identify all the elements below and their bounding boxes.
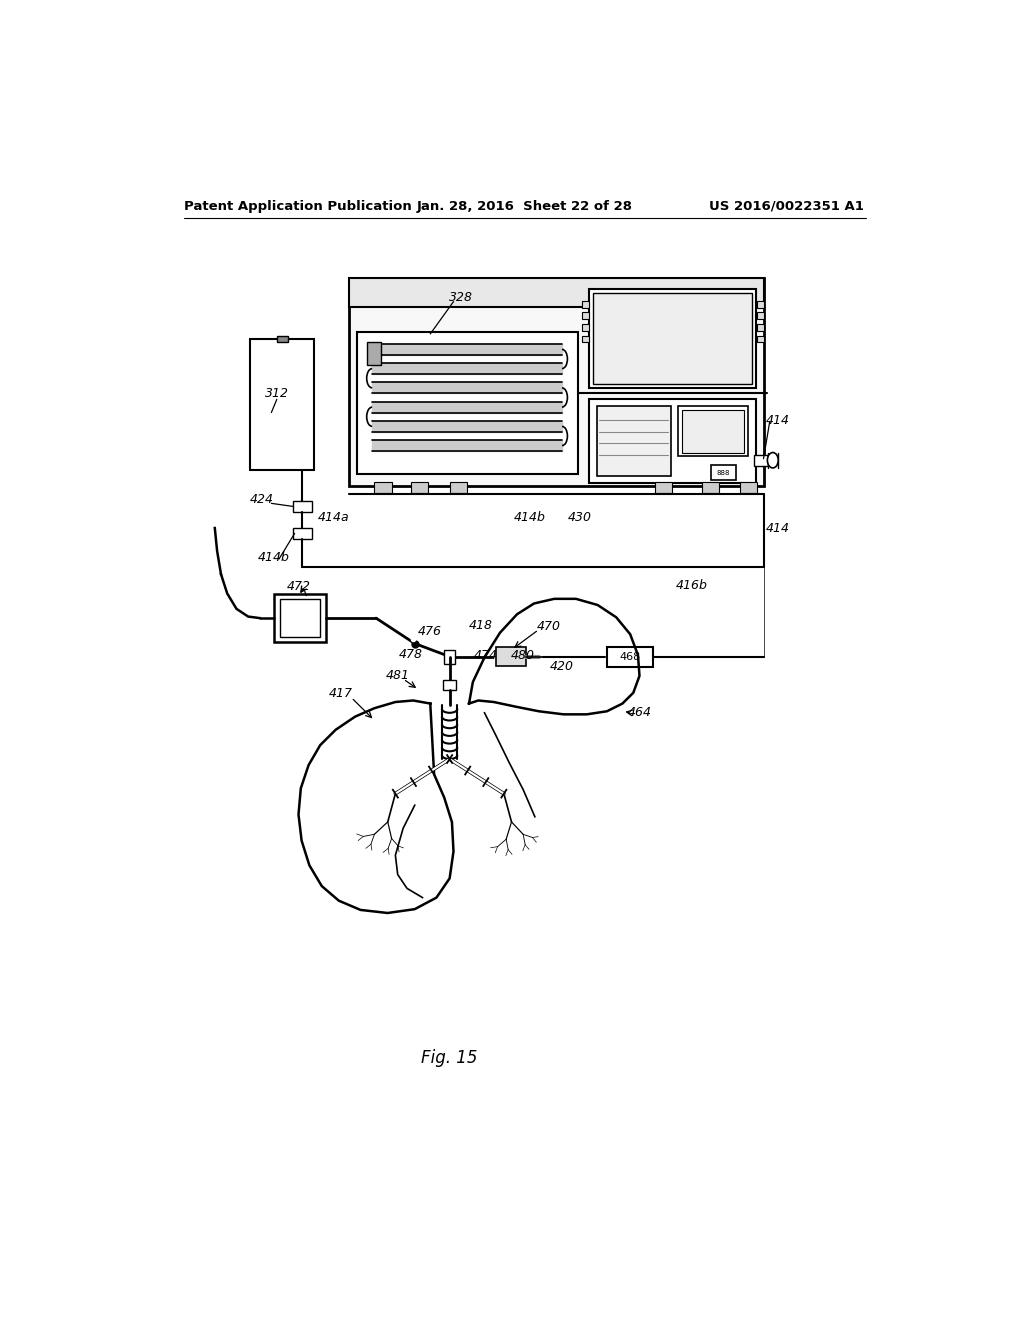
Bar [758,301,764,308]
Text: 414a: 414a [317,511,349,524]
Bar [758,335,764,342]
Bar [583,335,589,342]
Bar [655,482,672,492]
Text: 312: 312 [265,387,289,400]
Text: 470: 470 [537,620,561,634]
Bar [589,399,756,483]
Bar [607,647,653,668]
Text: 416b: 416b [676,579,709,593]
Bar [758,313,764,319]
Text: 472: 472 [287,579,310,593]
Bar [375,482,391,492]
Text: US 2016/0022351 A1: US 2016/0022351 A1 [710,199,864,213]
Bar [356,331,578,474]
Bar [273,594,327,642]
Text: 418: 418 [469,619,493,631]
Bar [589,289,756,388]
Bar [293,528,311,539]
Text: Fig. 15: Fig. 15 [421,1049,478,1067]
Text: 468: 468 [620,652,641,663]
Bar [740,482,758,492]
Bar [443,681,456,689]
Text: 480: 480 [511,648,536,661]
Bar [411,482,428,492]
Text: 474: 474 [474,648,498,661]
Bar [755,455,768,466]
Bar [276,335,288,342]
Bar [711,465,735,480]
Bar [678,407,748,457]
Bar [682,411,744,453]
Text: 478: 478 [399,648,423,661]
Bar [349,277,764,308]
Text: 414b: 414b [258,550,290,564]
Bar [593,293,752,384]
Text: 420: 420 [550,660,574,673]
Bar [583,313,589,319]
Bar [496,647,525,665]
Text: 328: 328 [450,290,473,304]
Text: 424: 424 [250,492,274,506]
Text: Jan. 28, 2016  Sheet 22 of 28: Jan. 28, 2016 Sheet 22 of 28 [417,199,633,213]
Text: 414b: 414b [513,511,546,524]
Text: 464: 464 [628,706,651,719]
Bar [280,599,321,638]
Bar [597,407,671,475]
Text: 430: 430 [568,511,592,524]
Bar [444,649,455,664]
Bar [583,323,589,331]
Bar [701,482,719,492]
Bar [293,502,311,512]
Text: Patent Application Publication: Patent Application Publication [183,199,412,213]
Bar [367,342,381,364]
Bar [349,277,764,486]
Bar [583,301,589,308]
Text: 414: 414 [766,413,790,426]
Text: 476: 476 [418,624,442,638]
Text: 414: 414 [766,521,790,535]
Text: 481: 481 [386,669,410,682]
Bar [450,482,467,492]
Ellipse shape [767,453,778,469]
Bar [251,339,314,470]
Text: 417: 417 [329,686,353,700]
Text: 888: 888 [717,470,730,475]
Bar [758,323,764,331]
